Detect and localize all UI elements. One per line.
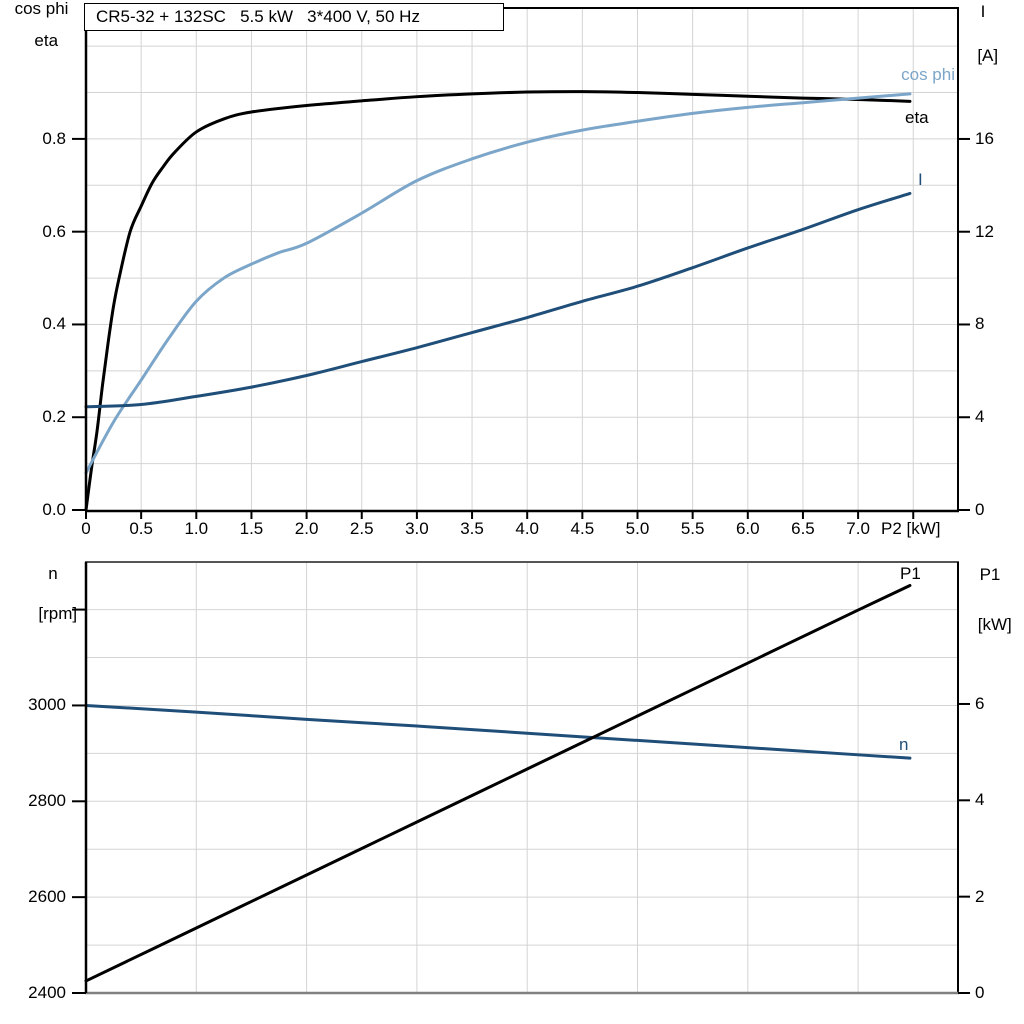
x-axis-tick-label: 5.5 <box>680 519 705 538</box>
left-axis-tick-label: 2600 <box>28 887 66 907</box>
left-axis-tick-label: 3000 <box>28 695 66 715</box>
left-axis-tick-label: 2400 <box>28 983 66 1002</box>
top-left-axis-title: cos phi eta <box>4 0 79 50</box>
speed-axis-title-rpm: [rpm] <box>38 604 78 623</box>
bottom-right-axis-title: P1 [kW] <box>958 562 1022 637</box>
x-axis-tick-label: 4.5 <box>570 519 595 538</box>
x-axis-tick-label: 3.0 <box>405 519 429 538</box>
p1-axis-title-kw: [kW] <box>977 615 1012 634</box>
curve-P1 <box>84 583 912 983</box>
eta-curve-label: eta <box>905 108 929 127</box>
right-axis-tick-label: 12 <box>975 221 994 241</box>
cos-phi-curve-label: cos phi <box>901 65 955 84</box>
x-axis-tick-label: 3.5 <box>460 519 484 538</box>
left-axis-tick-label: 0.4 <box>42 314 66 334</box>
x-axis-tick-label: 6.5 <box>791 519 815 538</box>
right-axis-tick-label: 4 <box>975 790 985 810</box>
x-axis-tick-label: 0.5 <box>129 519 153 538</box>
right-axis-title-A: [A] <box>977 46 999 65</box>
left-axis-tick-label: 2800 <box>28 791 66 811</box>
bottom-panel <box>72 561 970 995</box>
p1-curve-label: P1 <box>900 564 921 583</box>
top-panel <box>72 7 970 519</box>
p1-axis-title: P1 <box>979 565 1001 584</box>
right-axis-title-I: I <box>980 2 986 21</box>
right-axis-tick-label: 4 <box>975 407 985 427</box>
curve-I <box>84 191 912 409</box>
x-axis-title: P2 [kW] <box>881 519 941 538</box>
right-axis-tick-label: 16 <box>975 128 994 148</box>
right-axis-tick-label: 2 <box>975 886 985 906</box>
left-axis-tick-label: 0.2 <box>42 407 66 427</box>
curve-eta <box>84 90 912 512</box>
right-axis-tick-label: 8 <box>975 314 985 334</box>
curve-cos-phi <box>84 92 912 475</box>
x-axis-tick-label: 4.0 <box>515 519 539 538</box>
x-axis-tick-label: 6.0 <box>735 519 760 538</box>
x-axis-tick-label: 7.0 <box>846 519 870 538</box>
curve-n <box>84 703 912 760</box>
x-axis-tick-label: 1.5 <box>239 519 264 538</box>
speed-axis-title-n: n <box>48 564 58 583</box>
right-axis-tick-label: 6 <box>975 693 985 713</box>
bottom-left-axis-title: n [rpm] <box>24 564 82 624</box>
x-axis-tick-label: 2.0 <box>294 519 319 538</box>
left-axis-tick-label: 0.6 <box>42 221 66 241</box>
x-axis-tick-label: 5.0 <box>625 519 650 538</box>
left-axis-title-cosphi: cos phi <box>14 0 69 18</box>
speed-curve-label: n <box>899 735 909 754</box>
current-curve-label: I <box>918 170 923 189</box>
right-axis-tick-label: 0 <box>975 983 985 1002</box>
x-axis-tick-label: 1.0 <box>184 519 209 538</box>
x-axis-tick-label: 0 <box>81 519 91 538</box>
chart-title: CR5-32 + 132SC 5.5 kW 3*400 V, 50 Hz <box>84 3 504 31</box>
x-axis-tick-label: 2.5 <box>349 519 374 538</box>
left-axis-tick-label: 0.8 <box>42 128 66 148</box>
left-axis-title-eta: eta <box>34 31 59 50</box>
top-right-axis-title: I [A] <box>953 1 1013 67</box>
left-axis-tick-label: 0.0 <box>42 500 66 519</box>
right-axis-tick-label: 0 <box>975 500 985 519</box>
